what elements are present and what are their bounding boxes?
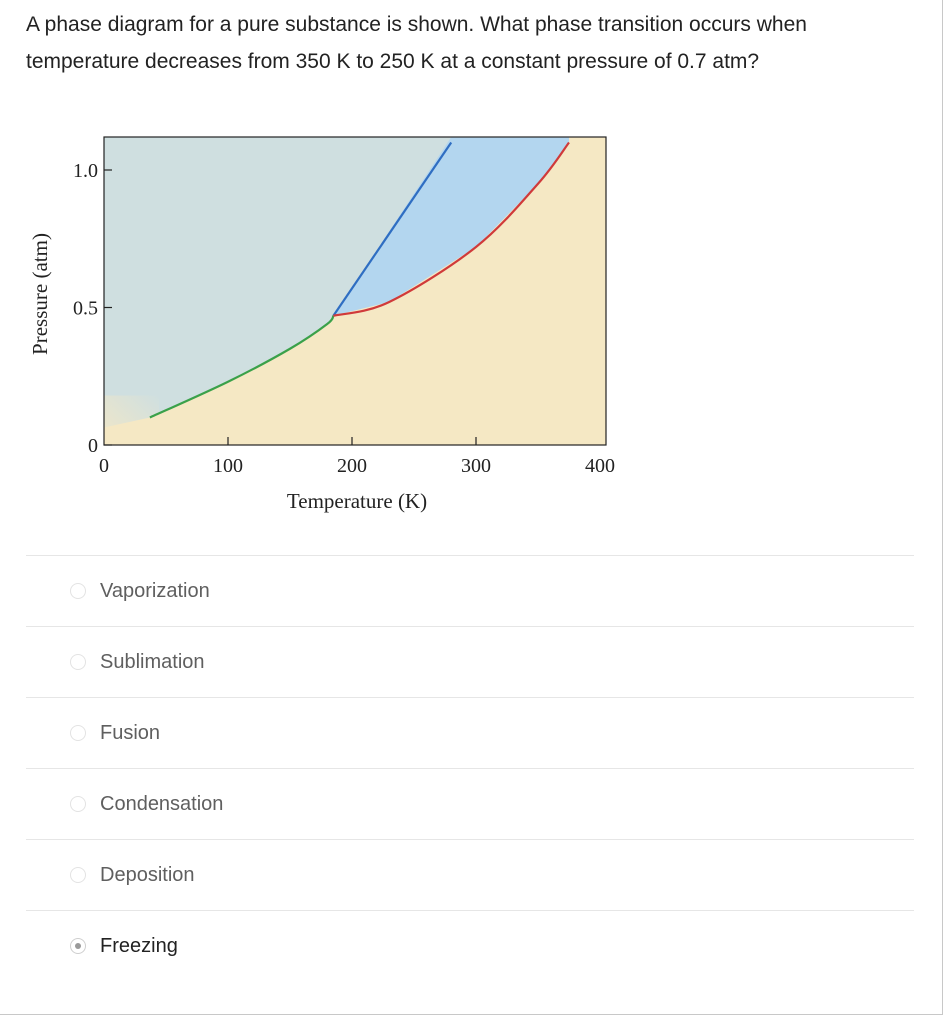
radio-button[interactable] <box>70 725 86 741</box>
fusion-line <box>332 141 453 317</box>
answer-option-label: Vaporization <box>100 579 210 602</box>
y-axis-label: Pressure (atm) <box>28 233 52 355</box>
sublimation-curve <box>149 315 335 419</box>
radio-button[interactable] <box>70 938 86 954</box>
radio-button[interactable] <box>70 796 86 812</box>
x-tick-label: 400 <box>585 455 615 477</box>
radio-button[interactable] <box>70 654 86 670</box>
answer-option-label: Freezing <box>100 934 178 957</box>
radio-button[interactable] <box>70 867 86 883</box>
x-tick-label: 200 <box>337 455 367 477</box>
x-tick-label: 0 <box>99 455 109 477</box>
answer-option[interactable]: Fusion <box>26 697 914 768</box>
radio-button[interactable] <box>70 583 86 599</box>
answer-option[interactable]: Freezing <box>26 910 914 981</box>
top-mask <box>102 124 608 137</box>
answer-option-label: Sublimation <box>100 650 205 673</box>
phase-diagram-figure: 0 0.5 1.0 0 100 200 300 400 Pressure (atm) Temp… <box>0 124 944 524</box>
corner-fade <box>104 395 159 445</box>
answer-option[interactable]: Vaporization <box>26 555 914 626</box>
y-tick-label: 0.5 <box>73 298 98 320</box>
y-tick-label: 1.0 <box>73 160 98 182</box>
x-tick-label: 100 <box>213 455 243 477</box>
answer-option[interactable]: Sublimation <box>26 626 914 697</box>
answer-option-label: Fusion <box>100 721 161 744</box>
answer-option[interactable]: Condensation <box>26 768 914 839</box>
answer-option[interactable]: Deposition <box>26 839 914 910</box>
answer-option-label: Deposition <box>100 863 195 886</box>
plot-frame <box>103 136 607 446</box>
liquid-region <box>333 137 569 316</box>
answer-option-label: Condensation <box>100 792 224 815</box>
question-text: A phase diagram for a pure substance is … <box>26 13 807 73</box>
y-tick-label: 0 <box>88 435 98 457</box>
solid-region <box>104 137 452 428</box>
x-tick-label: 300 <box>461 455 491 477</box>
phase-diagram-chart: 0 0.5 1.0 0 100 200 300 400 Pressure (atm) Temp… <box>28 124 615 513</box>
vaporization-curve <box>333 141 570 317</box>
x-axis-label: Temperature (K) <box>287 489 427 513</box>
answer-options: Vaporization Sublimation Fusion Condensatio… <box>26 555 914 981</box>
radio-selected-dot <box>75 943 81 949</box>
